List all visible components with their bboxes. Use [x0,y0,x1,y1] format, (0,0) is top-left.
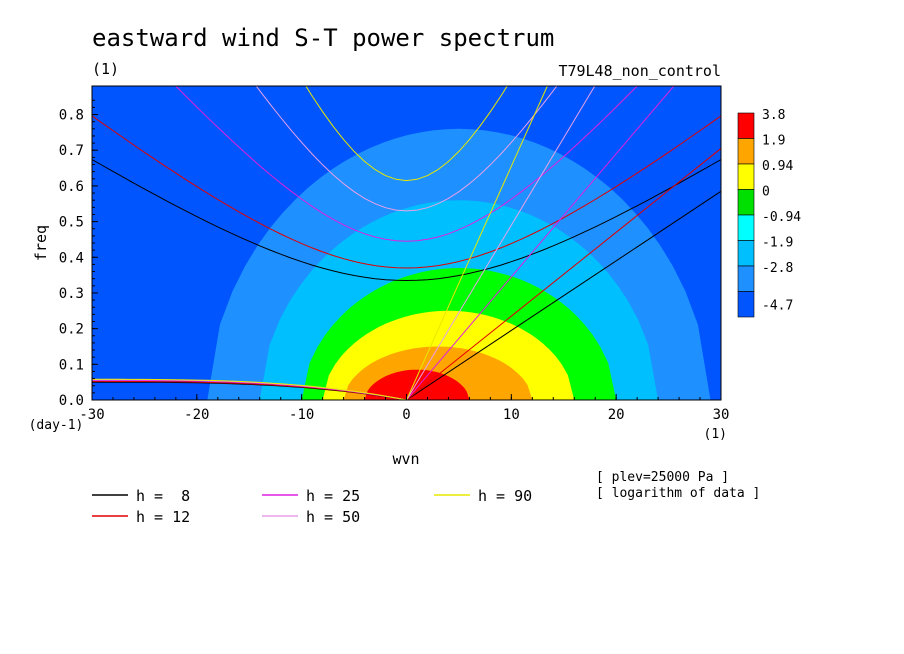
rossby-curve-h90 [92,378,407,400]
x-tick-label: 30 [713,407,730,423]
x-axis-unit: (1) [704,427,727,442]
y-tick-label: 0.1 [59,357,84,373]
colorbar-label: 0.94 [762,159,793,174]
legend-label-h25: h = 25 [306,487,360,505]
y-tick-label: 0.0 [59,393,84,409]
annotation-plev: [ plev=25000 Pa ] [596,470,729,485]
gravity-curve-h12 [92,115,721,269]
y-axis: 0.0 0.1 0.2 0.3 0.4 0.5 0.6 0.7 0.8 [59,99,98,409]
colorbar-label: -2.8 [762,261,793,276]
colorbar-swatch [737,138,755,165]
y-tick-label: 0.5 [59,215,84,231]
colorbar-label: -1.9 [762,236,793,251]
colorbar-swatch [737,189,755,216]
x-axis-label: wvn [392,450,419,468]
x-tick-label: 10 [503,407,520,423]
gravity-curve-h8 [92,158,721,282]
x-tick-label: 20 [608,407,625,423]
colorbar-swatch [737,112,755,139]
kelvin-curve-h50 [406,86,596,400]
colorbar-swatch [737,291,755,318]
gravity-curve-h50 [255,86,558,212]
chart-subtitle-left: (1) [92,60,119,78]
legend-label-h8: h = 8 [136,487,190,505]
colorbar: 3.8 1.9 0.94 0 -0.94 -1.9 -2.8 -4.7 [737,108,801,318]
y-axis-unit: (day-1) [29,418,84,433]
chart-title: eastward wind S-T power spectrum [92,24,554,52]
curve-legend: h = 8 h = 12 h = 25 h = 50 h = 90 [92,487,532,526]
contour-bands [207,128,711,400]
plot-area [91,85,722,401]
colorbar-label: -0.94 [762,210,801,225]
colorbar-label: 1.9 [762,134,785,149]
colorbar-swatch [737,214,755,241]
dispersion-curves [92,86,721,400]
legend-label-h50: h = 50 [306,508,360,526]
gravity-curve-h25 [175,86,638,242]
y-tick-label: 0.8 [59,108,84,124]
contour-band-5 [364,369,470,400]
y-tick-label: 0.4 [59,250,84,266]
colorbar-swatch [737,240,755,267]
kelvin-curve-h90 [406,86,548,400]
x-tick-label: -10 [289,407,314,423]
kelvin-curve-h25 [406,86,675,400]
legend-label-h90: h = 90 [478,487,532,505]
annotation-log: [ logarithm of data ] [596,486,760,501]
kelvin-curve-h12 [406,147,721,400]
gravity-curve-h90 [305,86,508,182]
y-axis-label: freq [32,225,50,261]
x-tick-label: -30 [79,407,104,423]
legend-label-h12: h = 12 [136,508,190,526]
kelvin-curve-h8 [406,190,721,400]
colorbar-swatch [737,163,755,190]
y-tick-label: 0.6 [59,179,84,195]
chart-subtitle-right: T79L48_non_control [558,62,721,80]
x-tick-label: -20 [184,407,209,423]
colorbar-label: 0 [762,185,770,200]
x-tick-label: 0 [402,407,410,423]
colorbar-label: 3.8 [762,108,785,123]
y-tick-label: 0.7 [59,143,84,159]
colorbar-label: -4.7 [762,299,793,314]
y-tick-label: 0.3 [59,286,84,302]
colorbar-swatch [737,265,755,292]
x-axis: -30 -20 -10 0 10 20 30 [79,394,729,423]
y-tick-label: 0.2 [59,322,84,338]
